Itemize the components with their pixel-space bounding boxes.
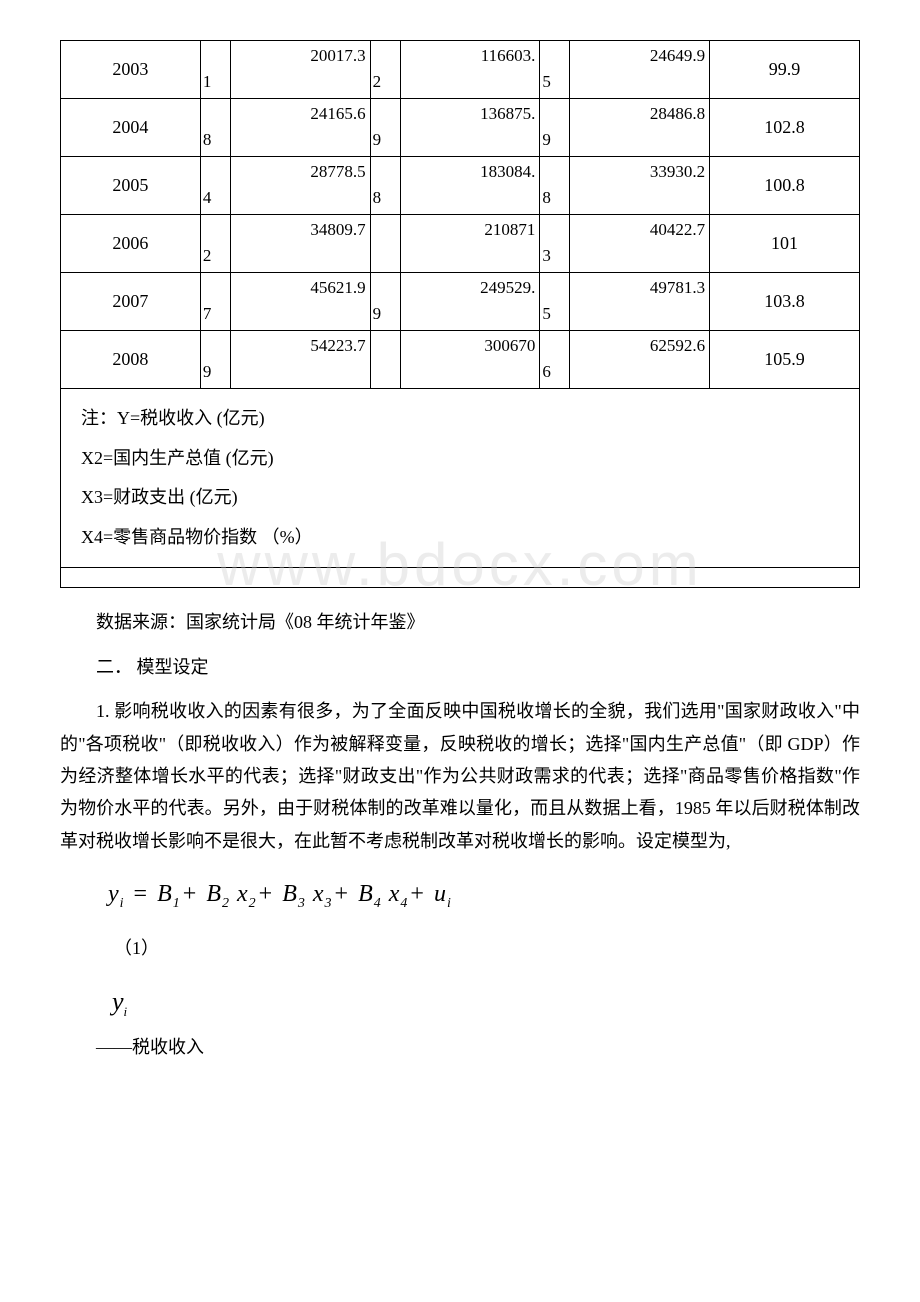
variable-symbol-y: yi	[60, 979, 860, 1026]
cell-y: 28778.5	[230, 157, 370, 215]
cell-y-frac: 8	[200, 99, 230, 157]
table-row: 2003120017.32116603.524649.999.9	[61, 41, 860, 99]
cell-y-frac: 9	[200, 331, 230, 389]
cell-x3-frac: 5	[540, 273, 570, 331]
cell-x2: 116603.	[400, 41, 540, 99]
cell-x3: 40422.7	[570, 215, 710, 273]
cell-year: 2004	[61, 99, 201, 157]
data-table-wrap: 2003120017.32116603.524649.999.920048241…	[60, 40, 860, 588]
model-equation: yi = B1+ B2 x2+ B3 x3+ B4 x4+ ui	[60, 873, 860, 916]
table-row: 2005428778.58183084.833930.2100.8	[61, 157, 860, 215]
cell-y: 24165.6	[230, 99, 370, 157]
table-row: 2006234809.7 210871340422.7101	[61, 215, 860, 273]
cell-x4: 100.8	[710, 157, 860, 215]
table-empty-row	[61, 568, 860, 588]
cell-y-frac: 7	[200, 273, 230, 331]
cell-x3-frac: 6	[540, 331, 570, 389]
table-row: 2004824165.69136875.928486.8102.8	[61, 99, 860, 157]
cell-x2: 210871	[400, 215, 540, 273]
cell-y-frac: 2	[200, 215, 230, 273]
section-title: 二． 模型设定	[60, 651, 860, 683]
table-notes-row: 注：Y=税收收入 (亿元)X2=国内生产总值 (亿元)X3=财政支出 (亿元)X…	[61, 389, 860, 568]
cell-x3: 33930.2	[570, 157, 710, 215]
cell-x2-frac: 2	[370, 41, 400, 99]
cell-x4: 102.8	[710, 99, 860, 157]
cell-x3-frac: 9	[540, 99, 570, 157]
cell-y-frac: 4	[200, 157, 230, 215]
cell-x2: 300670	[400, 331, 540, 389]
cell-y: 34809.7	[230, 215, 370, 273]
cell-x4: 103.8	[710, 273, 860, 331]
cell-x4: 101	[710, 215, 860, 273]
cell-x3: 49781.3	[570, 273, 710, 331]
cell-x4: 105.9	[710, 331, 860, 389]
table-row: 2008954223.7 300670662592.6105.9	[61, 331, 860, 389]
cell-x3: 24649.9	[570, 41, 710, 99]
cell-year: 2005	[61, 157, 201, 215]
data-table: 2003120017.32116603.524649.999.920048241…	[60, 40, 860, 588]
cell-x2: 183084.	[400, 157, 540, 215]
cell-x2-frac	[370, 215, 400, 273]
cell-empty	[61, 568, 860, 588]
cell-y-frac: 1	[200, 41, 230, 99]
cell-year: 2006	[61, 215, 201, 273]
cell-x2: 136875.	[400, 99, 540, 157]
data-source: 数据来源：国家统计局《08 年统计年鉴》	[60, 606, 860, 638]
cell-x2-frac: 9	[370, 99, 400, 157]
cell-x2-frac: 8	[370, 157, 400, 215]
cell-x3: 62592.6	[570, 331, 710, 389]
cell-x4: 99.9	[710, 41, 860, 99]
cell-y: 20017.3	[230, 41, 370, 99]
cell-x3-frac: 5	[540, 41, 570, 99]
cell-year: 2007	[61, 273, 201, 331]
table-row: 2007745621.99249529.549781.3103.8	[61, 273, 860, 331]
variable-description-y: ——税收收入	[60, 1031, 860, 1063]
cell-y: 54223.7	[230, 331, 370, 389]
cell-x3: 28486.8	[570, 99, 710, 157]
cell-x2: 249529.	[400, 273, 540, 331]
cell-year: 2003	[61, 41, 201, 99]
cell-y: 45621.9	[230, 273, 370, 331]
cell-x2-frac: 9	[370, 273, 400, 331]
paragraph-model-setup: 1. 影响税收收入的因素有很多，为了全面反映中国税收增长的全貌，我们选用"国家财…	[60, 695, 860, 857]
cell-x3-frac: 8	[540, 157, 570, 215]
cell-x3-frac: 3	[540, 215, 570, 273]
equation-number: （1）	[60, 932, 860, 964]
table-notes: 注：Y=税收收入 (亿元)X2=国内生产总值 (亿元)X3=财政支出 (亿元)X…	[61, 389, 860, 568]
cell-x2-frac	[370, 331, 400, 389]
cell-year: 2008	[61, 331, 201, 389]
